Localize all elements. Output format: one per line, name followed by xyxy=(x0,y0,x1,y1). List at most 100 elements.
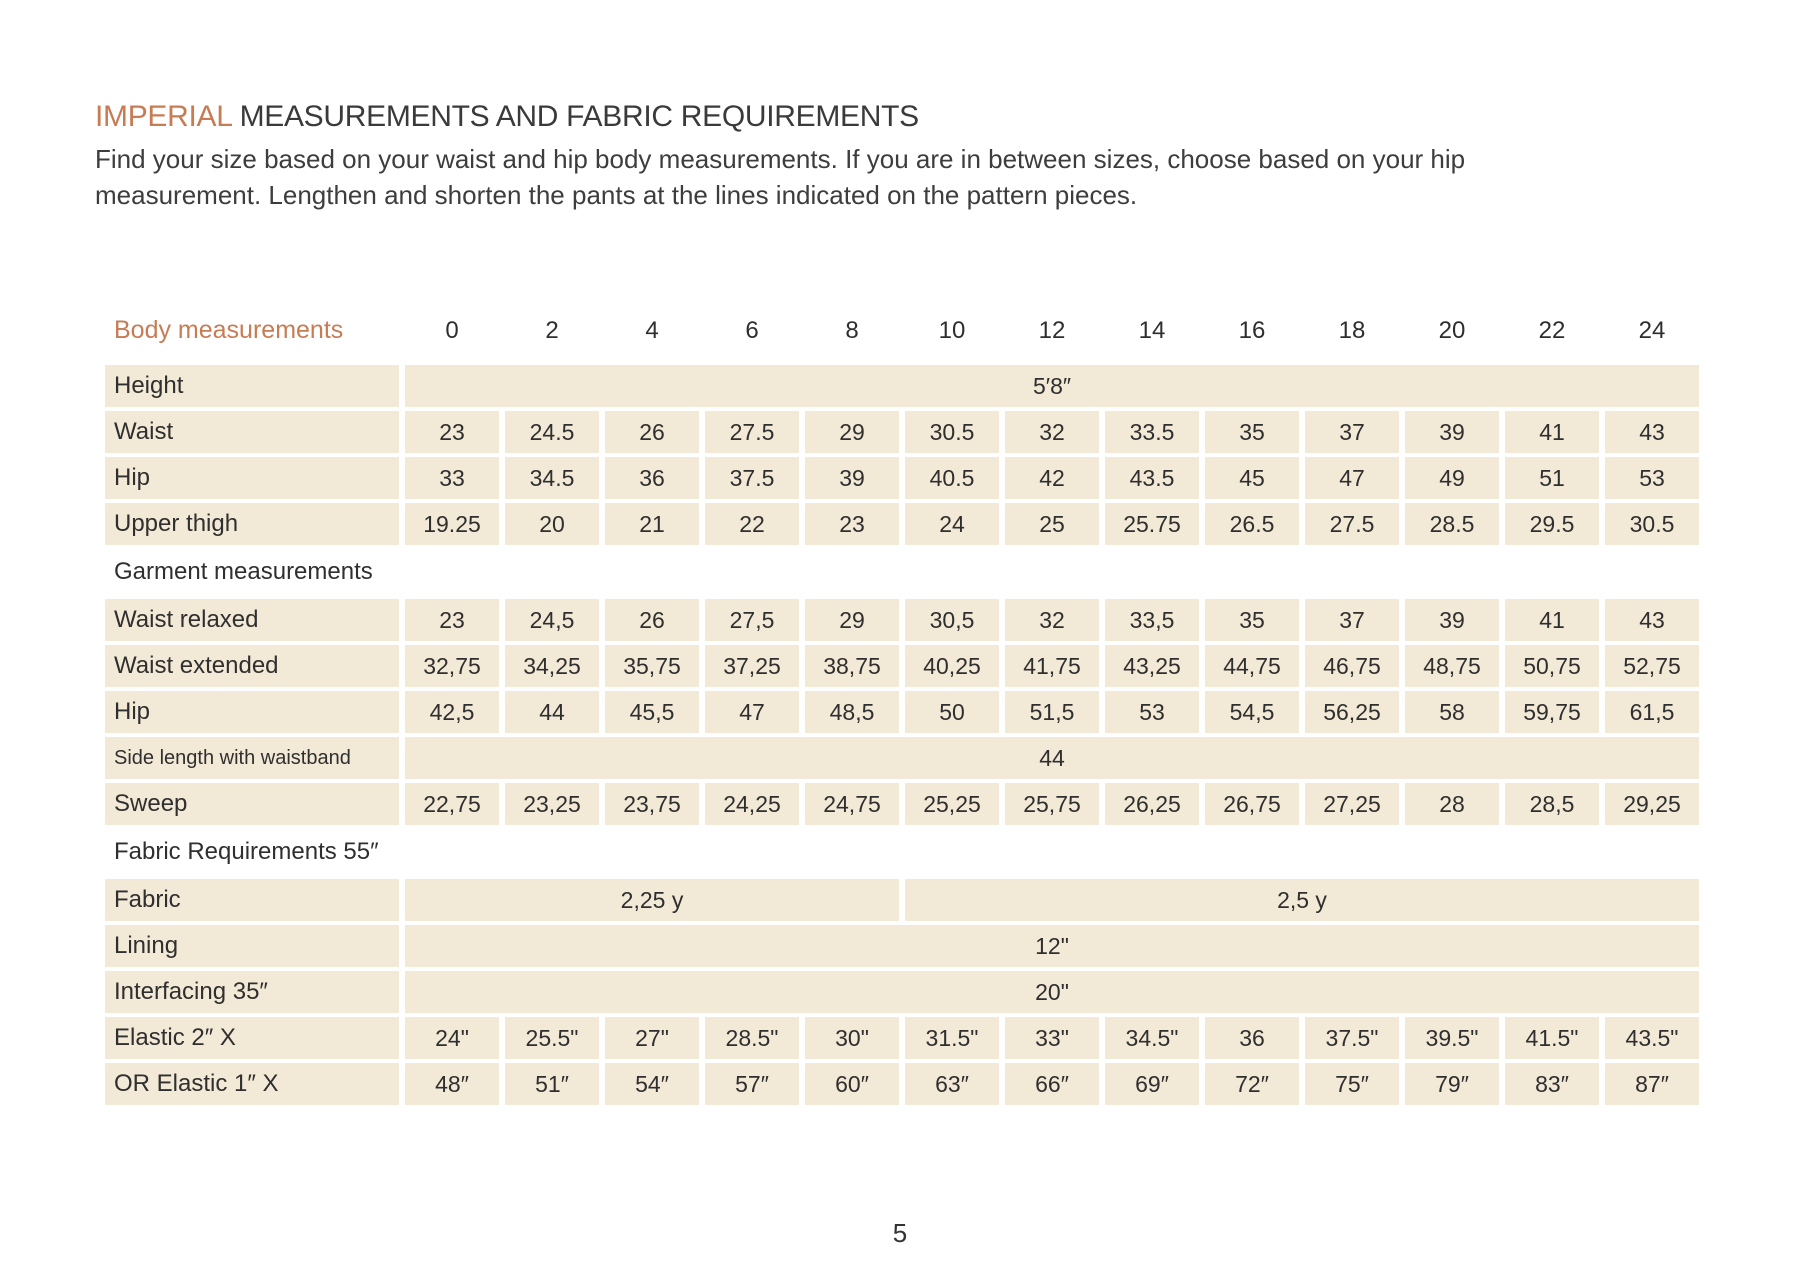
value-cell: 24,5 xyxy=(505,599,599,641)
size-column-header: 12 xyxy=(1038,316,1066,344)
size-column-header: 6 xyxy=(745,316,759,344)
row-label: Waist xyxy=(105,411,399,453)
size-column-header: 4 xyxy=(645,316,659,344)
value-cell: 23 xyxy=(405,599,499,641)
table-row: Lining 12" xyxy=(105,925,1699,967)
value-cell: 39.5" xyxy=(1405,1017,1499,1059)
section-label: Garment measurements xyxy=(114,558,373,585)
value-cell: 26,75 xyxy=(1205,783,1299,825)
table-row: Sweep 22,75 23,25 23,75 24,25 24,75 25,25 25,75… xyxy=(105,783,1699,825)
value-cell: 51,5 xyxy=(1005,691,1099,733)
value-cell: 58 xyxy=(1405,691,1499,733)
value-cell: 35 xyxy=(1205,599,1299,641)
value-cell: 37,25 xyxy=(705,645,799,687)
value-cell: 48″ xyxy=(405,1063,499,1105)
section-row: Fabric Requirements 55″ xyxy=(105,829,1699,875)
value-cell: 34.5" xyxy=(1105,1017,1199,1059)
value-cell: 43,25 xyxy=(1105,645,1199,687)
table-row: Waist extended 32,75 34,25 35,75 37,25 38,75 4… xyxy=(105,645,1699,687)
row-label: Waist relaxed xyxy=(105,599,399,641)
merged-value-cell: 20" xyxy=(405,971,1699,1013)
value-cell: 45,5 xyxy=(605,691,699,733)
value-cell: 39 xyxy=(805,457,899,499)
body-measurements-header: Body measurements xyxy=(114,316,344,344)
row-label: Hip xyxy=(105,691,399,733)
intro-text: Find your size based on your waist and h… xyxy=(95,141,1465,213)
value-cell: 49 xyxy=(1405,457,1499,499)
value-cell: 34,25 xyxy=(505,645,599,687)
value-cell: 37 xyxy=(1305,411,1399,453)
value-cell: 25,75 xyxy=(1005,783,1099,825)
size-column-header: 10 xyxy=(938,316,966,344)
table-row: Fabric 2,25 y 2,5 y xyxy=(105,879,1699,921)
value-cell: 21 xyxy=(605,503,699,545)
value-cell: 32,75 xyxy=(405,645,499,687)
value-cell: 35,75 xyxy=(605,645,699,687)
value-cell: 61,5 xyxy=(1605,691,1699,733)
size-column-header: 2 xyxy=(545,316,559,344)
value-cell: 24,75 xyxy=(805,783,899,825)
value-cell: 33,5 xyxy=(1105,599,1199,641)
value-cell: 33" xyxy=(1005,1017,1099,1059)
table-row: Elastic 2″ X 24" 25.5" 27" 28.5" 30" 31.5" 33" 3… xyxy=(105,1017,1699,1059)
value-cell: 30.5 xyxy=(905,411,999,453)
size-column-header: 18 xyxy=(1338,316,1366,344)
value-cell: 28.5 xyxy=(1405,503,1499,545)
value-cell: 63″ xyxy=(905,1063,999,1105)
value-cell: 37.5 xyxy=(705,457,799,499)
value-cell: 41 xyxy=(1505,599,1599,641)
value-cell: 27" xyxy=(605,1017,699,1059)
size-column-header: 0 xyxy=(445,316,459,344)
title-accent: IMPERIAL xyxy=(95,100,232,133)
value-cell: 38,75 xyxy=(805,645,899,687)
merged-value-cell: 5′8″ xyxy=(405,365,1699,407)
value-cell: 44 xyxy=(505,691,599,733)
size-column-header: 8 xyxy=(845,316,859,344)
value-cell: 28,5 xyxy=(1505,783,1599,825)
value-cell: 24.5 xyxy=(505,411,599,453)
value-cell: 23,25 xyxy=(505,783,599,825)
value-cell: 27.5 xyxy=(705,411,799,453)
size-column-header: 24 xyxy=(1638,316,1666,344)
value-cell: 60″ xyxy=(805,1063,899,1105)
table-row: Hip 33 34.5 36 37.5 39 40.5 42 43.5 45 47 49 51 53 xyxy=(105,457,1699,499)
value-cell: 27.5 xyxy=(1305,503,1399,545)
value-cell: 57″ xyxy=(705,1063,799,1105)
value-cell: 24,25 xyxy=(705,783,799,825)
value-cell: 36 xyxy=(1205,1017,1299,1059)
value-cell: 40,25 xyxy=(905,645,999,687)
value-cell: 28 xyxy=(1405,783,1499,825)
table-row: OR Elastic 1″ X 48″ 51″ 54″ 57″ 60″ 63″ 66″ 69″ 7… xyxy=(105,1063,1699,1105)
row-label: Upper thigh xyxy=(105,503,399,545)
row-label: Hip xyxy=(105,457,399,499)
split-value-cell-right: 2,5 y xyxy=(905,879,1699,921)
value-cell: 28.5" xyxy=(705,1017,799,1059)
value-cell: 59,75 xyxy=(1505,691,1599,733)
value-cell: 87″ xyxy=(1605,1063,1699,1105)
value-cell: 32 xyxy=(1005,599,1099,641)
value-cell: 34.5 xyxy=(505,457,599,499)
value-cell: 36 xyxy=(605,457,699,499)
value-cell: 79″ xyxy=(1405,1063,1499,1105)
section-label: Fabric Requirements 55″ xyxy=(114,838,379,865)
value-cell: 41 xyxy=(1505,411,1599,453)
value-cell: 37.5" xyxy=(1305,1017,1399,1059)
value-cell: 30,5 xyxy=(905,599,999,641)
value-cell: 39 xyxy=(1405,599,1499,641)
value-cell: 45 xyxy=(1205,457,1299,499)
value-cell: 43.5 xyxy=(1105,457,1199,499)
value-cell: 43 xyxy=(1605,599,1699,641)
merged-value-cell: 44 xyxy=(405,737,1699,779)
value-cell: 66″ xyxy=(1005,1063,1099,1105)
value-cell: 50,75 xyxy=(1505,645,1599,687)
value-cell: 54″ xyxy=(605,1063,699,1105)
value-cell: 25.75 xyxy=(1105,503,1199,545)
value-cell: 52,75 xyxy=(1605,645,1699,687)
value-cell: 42 xyxy=(1005,457,1099,499)
size-header-row: Body measurements 0 2 4 6 8 10 12 14 16 18 20 22 24 xyxy=(105,316,1699,361)
value-cell: 41.5" xyxy=(1505,1017,1599,1059)
split-value-cell-left: 2,25 y xyxy=(405,879,899,921)
value-cell: 48,75 xyxy=(1405,645,1499,687)
value-cell: 33 xyxy=(405,457,499,499)
value-cell: 27,25 xyxy=(1305,783,1399,825)
